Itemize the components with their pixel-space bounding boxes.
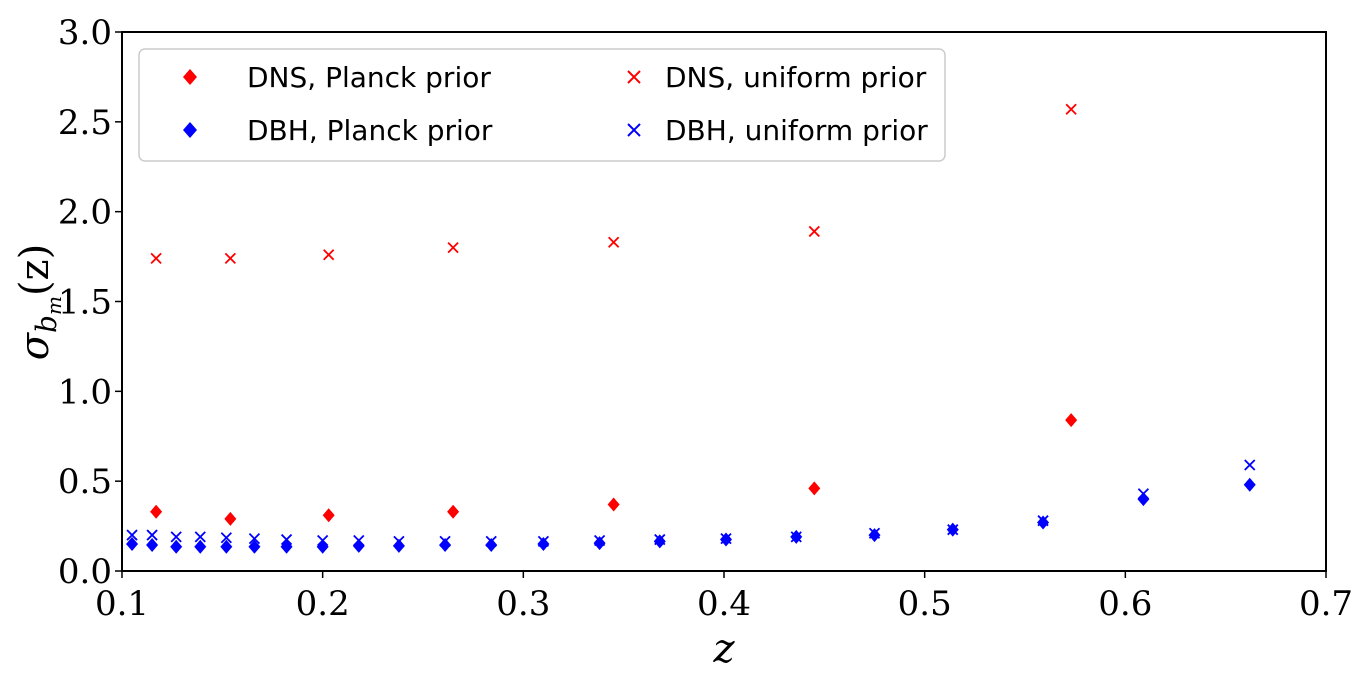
series-1 [150,103,1077,265]
legend-marker-dns-planck [183,69,197,85]
point-s3-12 [537,535,550,547]
legend-marker-dbh-uniform [627,123,641,137]
x-tick-label-2: 0.3 [496,584,550,624]
point-s0-2 [322,508,335,523]
point-s3-8 [353,534,365,547]
point-s3-21 [1244,459,1256,471]
legend-item-dns-planck: DNS, Planck prior [183,61,491,94]
point-s1-3 [447,241,459,254]
point-s2-9 [392,538,405,553]
legend-label-dns-planck: DNS, Planck prior [247,61,491,94]
point-s1-6 [1065,103,1077,115]
legend-label-dbh-uniform: DBH, uniform prior [665,114,928,147]
x-tick-label-6: 0.7 [1299,584,1353,624]
legend-marker-dns-uniform [627,70,641,84]
y-tick-label-2: 1.0 [58,372,112,412]
legend-item-dbh-planck: DBH, Planck prior [183,114,493,147]
point-s2-19 [1037,515,1050,530]
point-s3-1 [146,529,158,541]
point-s2-3 [194,539,207,554]
point-s2-13 [593,536,606,551]
legend-item-dns-uniform: DNS, uniform prior [627,61,927,94]
point-s0-3 [447,504,460,519]
legend-item-dbh-uniform: DBH, uniform prior [627,114,928,147]
point-s3-15 [720,533,732,545]
point-s3-13 [593,534,606,547]
data-marks [126,103,1256,554]
point-s1-1 [224,252,236,265]
point-s3-17 [868,527,881,539]
x-axis-title: z [712,626,735,672]
legend: DNS, Planck prior DNS, uniform prior DBH… [138,48,946,162]
x-tick-label-0: 0.1 [95,584,149,624]
point-s3-11 [485,535,497,547]
legend-box [138,48,946,162]
y-tick-label-5: 2.5 [58,103,112,143]
point-s2-12 [537,537,550,552]
point-s3-3 [194,531,206,543]
y-axis-subscript: b [30,315,63,333]
point-s3-14 [654,533,666,546]
y-tick-label-0: 0.0 [58,552,112,592]
point-s3-7 [317,534,329,547]
point-s0-1 [224,511,237,526]
point-s3-16 [790,531,802,543]
point-s2-0 [126,537,139,552]
point-s0-5 [808,481,821,496]
point-s2-1 [146,537,159,552]
point-s1-5 [808,225,820,238]
y-tick-label-6: 3.0 [58,13,112,53]
y-tick-label-4: 2.0 [58,193,112,233]
point-s2-10 [439,537,452,552]
point-s3-19 [1037,515,1049,527]
x-tick-label-3: 0.4 [697,584,751,624]
point-s3-0 [126,529,138,541]
point-s0-0 [150,504,163,519]
point-s2-14 [653,534,666,549]
point-s2-11 [485,537,498,552]
x-tick-label-1: 0.2 [296,584,350,624]
legend-marker-dbh-planck [183,122,197,138]
axis-ticks: 0.1 0.2 0.3 0.4 0.5 0.6 0.7 0.0 0.5 1.0 1.5 2.0 2.5 3… [58,13,1353,624]
x-tick-label-5: 0.6 [1098,584,1152,624]
point-s1-4 [607,236,620,248]
point-s3-6 [280,533,293,546]
y-axis-symbol: σ [12,331,58,360]
point-s2-2 [170,539,183,554]
point-s1-0 [150,252,162,265]
point-s2-17 [868,528,881,543]
y-tick-label-1: 0.5 [58,462,112,502]
y-axis-subsubscript: m [42,296,66,315]
svg-text:σbm(z): σbm(z) [12,244,66,361]
point-s0-4 [607,497,620,512]
y-tick-label-3: 1.5 [58,283,112,323]
point-s3-18 [947,524,959,536]
x-tick-label-4: 0.5 [898,584,952,624]
legend-label-dbh-planck: DBH, Planck prior [247,114,493,147]
point-s3-20 [1137,488,1150,500]
point-s2-4 [220,539,233,554]
y-axis-title: σbm(z) [12,244,66,361]
point-s1-2 [323,249,335,261]
legend-label-dns-uniform: DNS, uniform prior [665,61,927,94]
y-axis-argument: (z) [12,244,58,296]
point-s0-6 [1065,413,1078,428]
series-0 [150,413,1078,526]
point-s3-2 [170,531,182,543]
point-s3-4 [220,532,232,544]
point-s2-5 [248,539,261,554]
point-s3-9 [393,535,405,547]
point-s2-21 [1243,477,1256,492]
point-s3-10 [439,535,451,547]
series-3 [126,459,1256,547]
point-s3-5 [248,533,261,545]
